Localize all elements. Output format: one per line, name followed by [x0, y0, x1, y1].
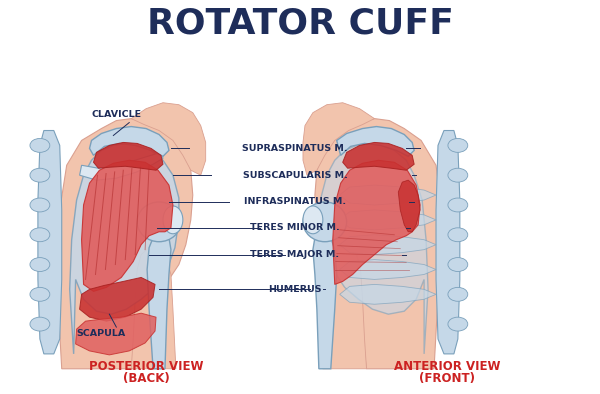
- Polygon shape: [82, 160, 173, 291]
- Polygon shape: [131, 248, 176, 369]
- Ellipse shape: [448, 198, 468, 212]
- Ellipse shape: [30, 287, 50, 301]
- Ellipse shape: [448, 317, 468, 331]
- Text: ROTATOR CUFF: ROTATOR CUFF: [146, 6, 454, 40]
- Text: SUPRASPINATUS M.: SUPRASPINATUS M.: [242, 144, 348, 153]
- Ellipse shape: [448, 228, 468, 242]
- Ellipse shape: [30, 198, 50, 212]
- Text: INFRASPINATUS M.: INFRASPINATUS M.: [244, 197, 346, 206]
- Ellipse shape: [30, 168, 50, 182]
- Polygon shape: [38, 130, 62, 354]
- Ellipse shape: [448, 168, 468, 182]
- Polygon shape: [398, 180, 420, 232]
- Polygon shape: [57, 119, 193, 369]
- Polygon shape: [80, 277, 155, 321]
- Ellipse shape: [30, 317, 50, 331]
- Polygon shape: [343, 142, 414, 170]
- Polygon shape: [436, 130, 460, 354]
- Polygon shape: [80, 152, 163, 180]
- Ellipse shape: [30, 258, 50, 271]
- Text: TERES MAJOR M.: TERES MAJOR M.: [250, 250, 340, 259]
- Ellipse shape: [303, 206, 323, 234]
- Polygon shape: [340, 260, 436, 279]
- Polygon shape: [147, 232, 171, 369]
- Polygon shape: [76, 313, 156, 355]
- Polygon shape: [321, 143, 428, 354]
- Polygon shape: [313, 232, 337, 369]
- Text: TERES MINOR M.: TERES MINOR M.: [250, 223, 340, 232]
- Polygon shape: [340, 235, 436, 255]
- Ellipse shape: [30, 138, 50, 152]
- Polygon shape: [340, 284, 436, 304]
- Polygon shape: [89, 126, 169, 156]
- Text: HUMERUS: HUMERUS: [268, 285, 322, 294]
- Ellipse shape: [448, 287, 468, 301]
- Polygon shape: [337, 126, 414, 156]
- Text: (BACK): (BACK): [123, 372, 169, 385]
- Text: POSTERIOR VIEW: POSTERIOR VIEW: [89, 360, 203, 373]
- Ellipse shape: [137, 202, 181, 242]
- Polygon shape: [303, 103, 374, 175]
- Polygon shape: [131, 103, 206, 175]
- Text: ANTERIOR VIEW: ANTERIOR VIEW: [394, 360, 500, 373]
- Ellipse shape: [448, 138, 468, 152]
- Polygon shape: [70, 143, 179, 354]
- Polygon shape: [340, 210, 436, 230]
- Ellipse shape: [303, 202, 347, 242]
- Text: SCAPULA: SCAPULA: [77, 329, 126, 338]
- Text: SUBSCAPULARIS M.: SUBSCAPULARIS M.: [242, 171, 347, 180]
- Ellipse shape: [163, 206, 183, 234]
- Polygon shape: [340, 185, 436, 205]
- Ellipse shape: [448, 258, 468, 271]
- Polygon shape: [333, 160, 420, 284]
- Polygon shape: [94, 142, 163, 170]
- Text: (FRONT): (FRONT): [419, 372, 475, 385]
- Ellipse shape: [30, 228, 50, 242]
- Text: CLAVICLE: CLAVICLE: [92, 110, 142, 119]
- Polygon shape: [323, 248, 367, 369]
- Polygon shape: [315, 119, 442, 369]
